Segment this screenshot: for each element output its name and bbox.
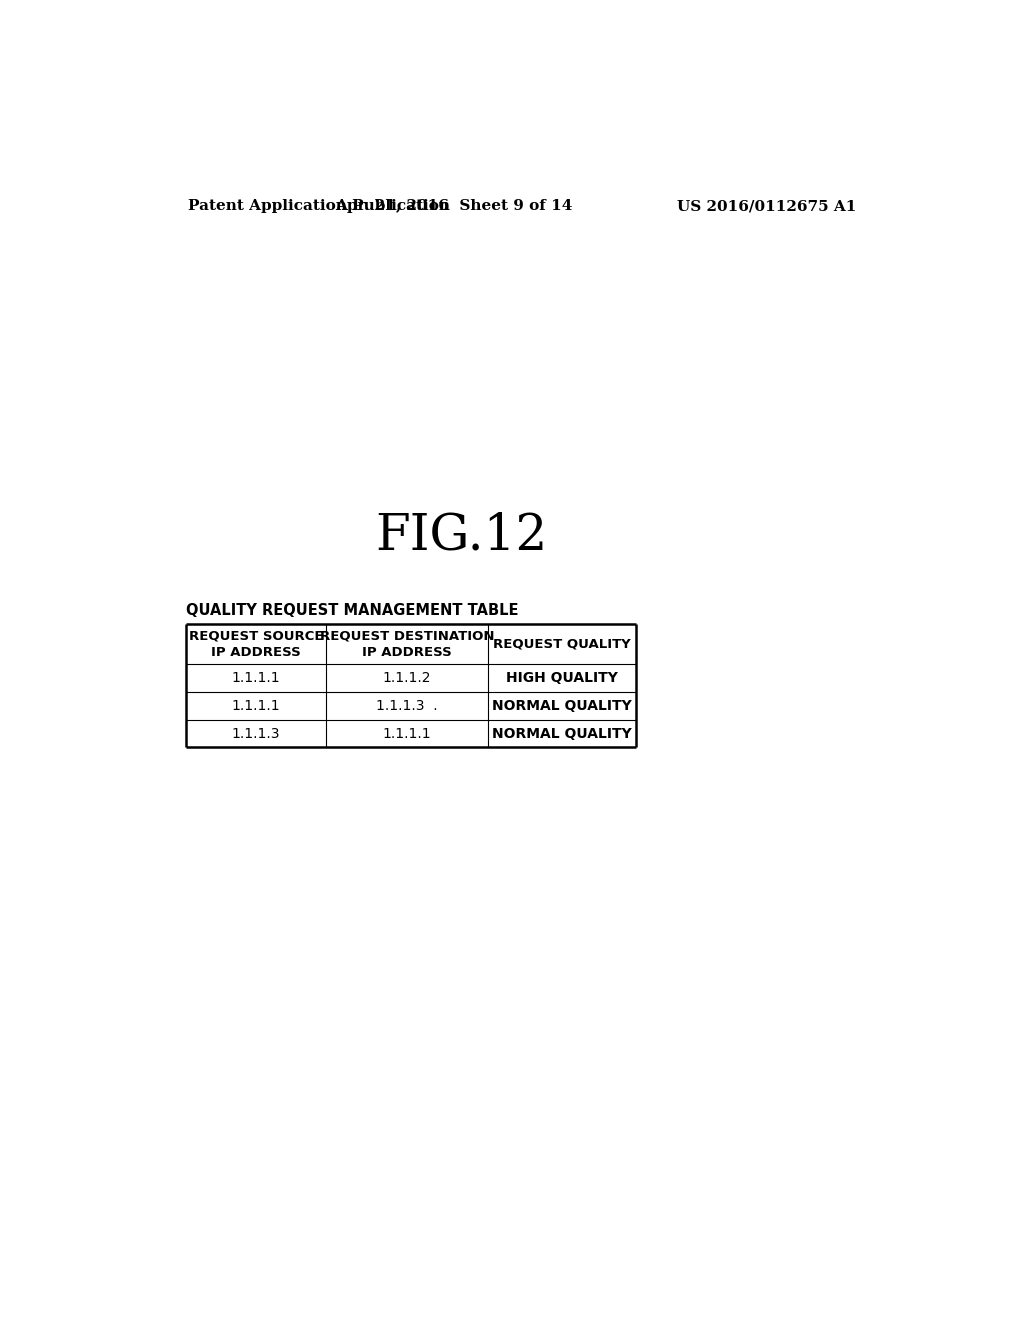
Text: FIG.12: FIG.12 [375, 511, 548, 561]
Text: REQUEST QUALITY: REQUEST QUALITY [494, 638, 631, 651]
Text: 1.1.1.1: 1.1.1.1 [231, 698, 281, 713]
Text: Patent Application Publication: Patent Application Publication [188, 199, 451, 213]
Text: 1.1.1.1: 1.1.1.1 [231, 671, 281, 685]
Text: HIGH QUALITY: HIGH QUALITY [506, 671, 617, 685]
Text: 1.1.1.1: 1.1.1.1 [383, 726, 431, 741]
Text: QUALITY REQUEST MANAGEMENT TABLE: QUALITY REQUEST MANAGEMENT TABLE [186, 603, 518, 618]
Text: NORMAL QUALITY: NORMAL QUALITY [493, 698, 632, 713]
Text: US 2016/0112675 A1: US 2016/0112675 A1 [677, 199, 856, 213]
Text: REQUEST DESTINATION
IP ADDRESS: REQUEST DESTINATION IP ADDRESS [319, 630, 495, 659]
Text: 1.1.1.3: 1.1.1.3 [231, 726, 281, 741]
Text: REQUEST SOURCE
IP ADDRESS: REQUEST SOURCE IP ADDRESS [188, 630, 324, 659]
Text: 1.1.1.2: 1.1.1.2 [383, 671, 431, 685]
Text: NORMAL QUALITY: NORMAL QUALITY [493, 726, 632, 741]
Text: Apr. 21, 2016  Sheet 9 of 14: Apr. 21, 2016 Sheet 9 of 14 [335, 199, 572, 213]
Text: 1.1.1.3  .: 1.1.1.3 . [376, 698, 438, 713]
